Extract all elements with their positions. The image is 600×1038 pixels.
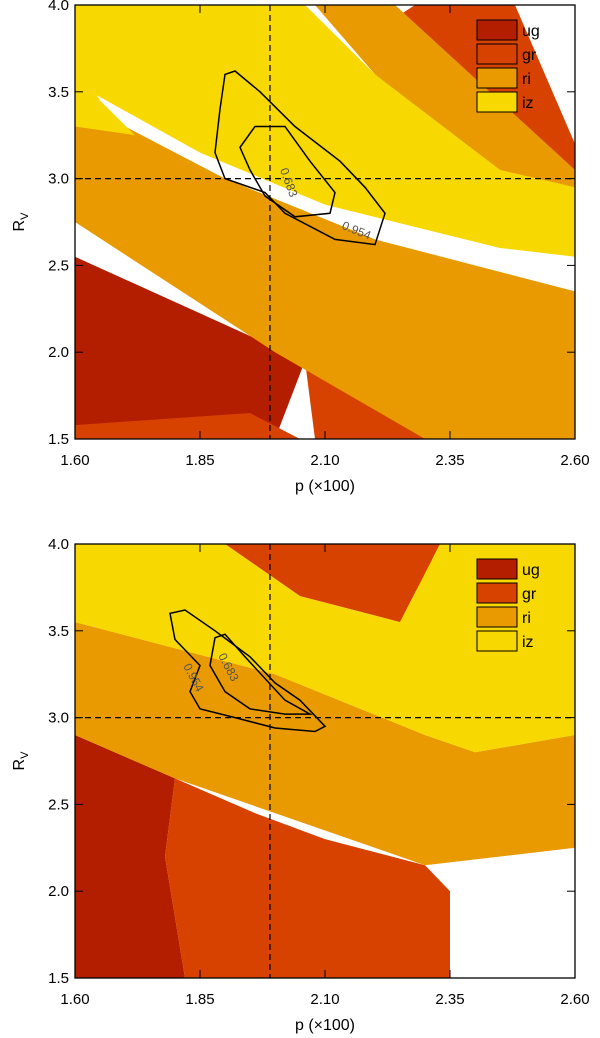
legend-swatch-ri [476, 606, 518, 628]
y-tick-label: 4.0 [48, 0, 69, 14]
y-axis-label: RV [11, 212, 31, 232]
legend-swatch-iz [476, 91, 518, 113]
x-tick-label: 2.10 [310, 452, 339, 469]
y-tick-label: 3.5 [48, 84, 69, 101]
x-tick-label: 2.35 [435, 991, 464, 1008]
contour-0.954 [214, 70, 386, 246]
region-ri-2 [315, 5, 575, 196]
contour-0.954 [169, 609, 327, 733]
y-axis-label: RV [11, 751, 31, 771]
y-tick-label: 2.5 [48, 796, 69, 813]
x-axis-label: p (×100) [295, 1017, 355, 1034]
legend-label-gr: gr [522, 586, 537, 603]
region-iz-2 [75, 57, 135, 136]
region-iz-1 [75, 5, 575, 257]
x-tick-label: 1.85 [185, 452, 214, 469]
legend-swatch-gr [476, 43, 518, 65]
legend-swatch-iz [476, 630, 518, 652]
region-iz-1 [75, 544, 575, 753]
region-ug-1 [75, 256, 305, 439]
legend-swatch-ug [476, 19, 518, 41]
y-tick-label: 1.5 [48, 431, 69, 448]
y-axis-label-subscript: V [19, 212, 31, 220]
y-tick-label: 3.0 [48, 710, 69, 727]
contour-0.683 [239, 125, 336, 218]
chart-panel-2: 0.954 0.683 1.60 1.85 2.10 2.35 2.60 1.5 2.0 2.5 3… [11, 536, 590, 1034]
y-tick-label: 2.5 [48, 257, 69, 274]
y-tick-label: 1.5 [48, 970, 69, 987]
x-tick-label: 1.60 [60, 452, 89, 469]
x-tick-label: 1.60 [60, 991, 89, 1008]
plot-area: 0.954 0.683 [75, 544, 575, 978]
y-tick-label: 4.0 [48, 536, 69, 553]
region-gr-1 [165, 778, 450, 978]
legend-label-iz: iz [522, 95, 534, 112]
x-tick-label: 2.10 [310, 991, 339, 1008]
legend-swatch-gr [476, 582, 518, 604]
x-tick-label: 2.60 [560, 452, 589, 469]
y-axis-label-subscript: V [19, 751, 31, 759]
region-ug-1 [75, 735, 185, 978]
legend-label-ug: ug [522, 23, 540, 40]
region-gr-2 [225, 544, 440, 623]
legend-swatch-ri [476, 67, 518, 89]
y-tick-label: 2.0 [48, 883, 69, 900]
region-gr-1 [75, 413, 300, 439]
x-tick-label: 2.60 [560, 991, 589, 1008]
region-ri-1 [75, 622, 575, 866]
y-tick-label: 3.5 [48, 623, 69, 640]
legend-label-ug: ug [522, 562, 540, 579]
x-axis-label: p (×100) [295, 478, 355, 495]
legend-label-gr: gr [522, 47, 537, 64]
y-tick-label: 2.0 [48, 344, 69, 361]
legend-label-ri: ri [522, 610, 531, 627]
legend-label-ri: ri [522, 71, 531, 88]
legend-label-iz: iz [522, 634, 534, 651]
y-tick-label: 3.0 [48, 171, 69, 188]
x-tick-label: 1.85 [185, 991, 214, 1008]
x-tick-label: 2.35 [435, 452, 464, 469]
legend-swatch-ug [476, 558, 518, 580]
